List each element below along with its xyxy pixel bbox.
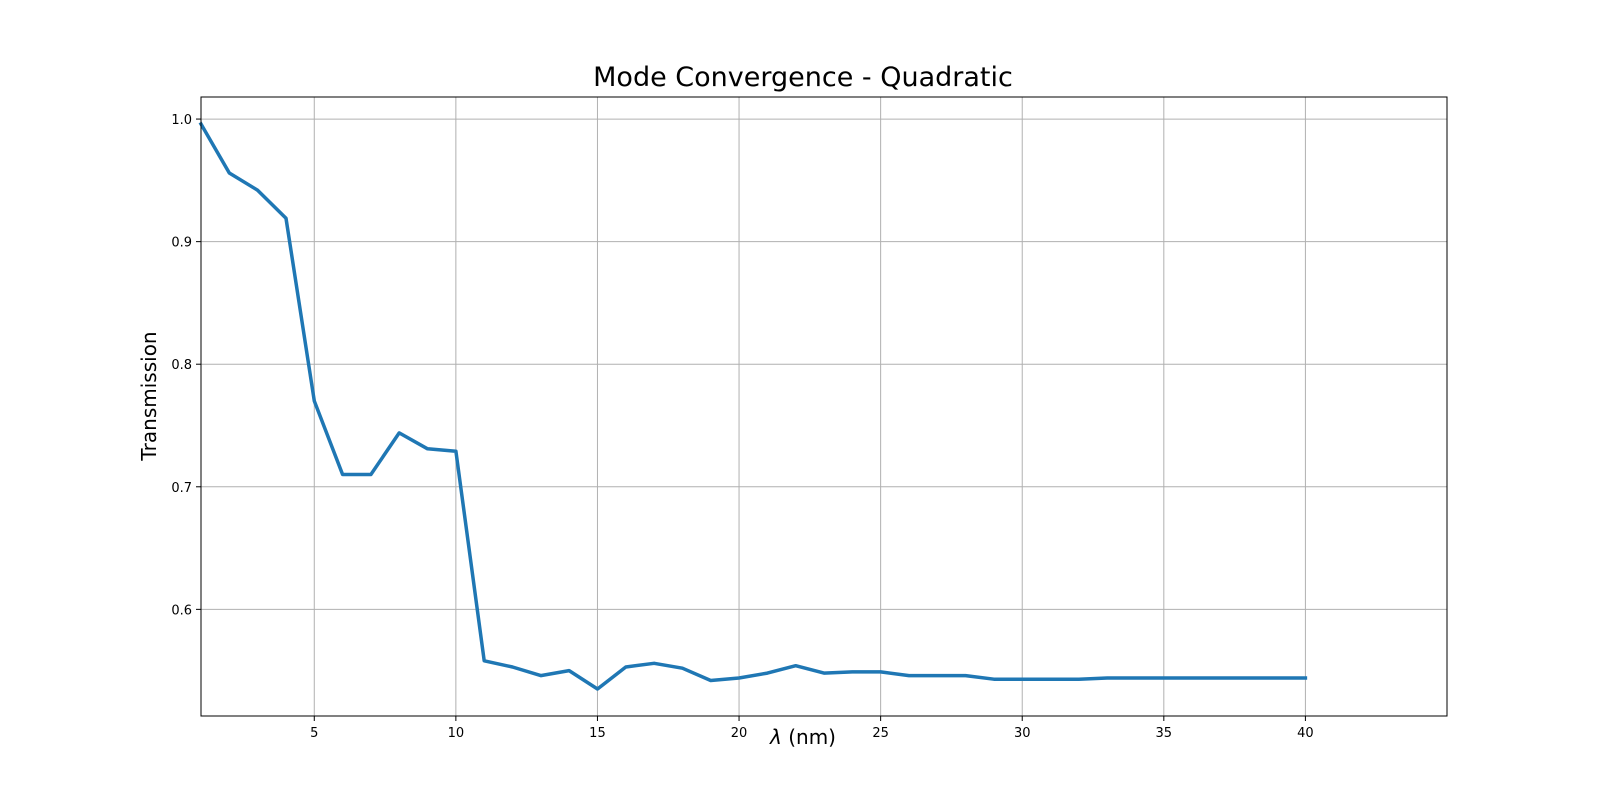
y-tick-label: 0.9 — [171, 236, 192, 251]
y-tick-label: 0.8 — [171, 358, 192, 373]
x-tick-label: 15 — [589, 726, 606, 741]
chart-title: Mode Convergence - Quadratic — [593, 62, 1013, 93]
y-tick-label: 0.7 — [171, 481, 192, 496]
x-tick-label: 10 — [448, 726, 465, 741]
x-axis-label-symbol: λ — [769, 725, 782, 749]
x-axis-label-unit: (nm) — [782, 725, 836, 749]
series-layer — [198, 121, 1308, 691]
x-tick-label: 30 — [1014, 726, 1031, 741]
x-tick-label: 40 — [1297, 726, 1314, 741]
x-tick-label: 5 — [310, 726, 318, 741]
plot-frame — [200, 96, 1448, 717]
x-tick-label: 35 — [1156, 726, 1173, 741]
y-tick-label: 0.6 — [171, 603, 192, 618]
x-axis-ticks: 5 10 15 20 25 30 35 40 — [310, 716, 1314, 741]
x-tick-label: 25 — [872, 726, 889, 741]
y-axis-label: Transmission — [137, 331, 161, 461]
x-axis-label: λ (nm) — [769, 725, 836, 749]
y-tick-label: 1.0 — [171, 113, 192, 128]
grid — [201, 97, 1447, 716]
y-axis-ticks: 0.6 0.7 0.8 0.9 1.0 — [171, 113, 201, 618]
series-line — [198, 121, 1308, 691]
x-tick-label: 20 — [731, 726, 748, 741]
